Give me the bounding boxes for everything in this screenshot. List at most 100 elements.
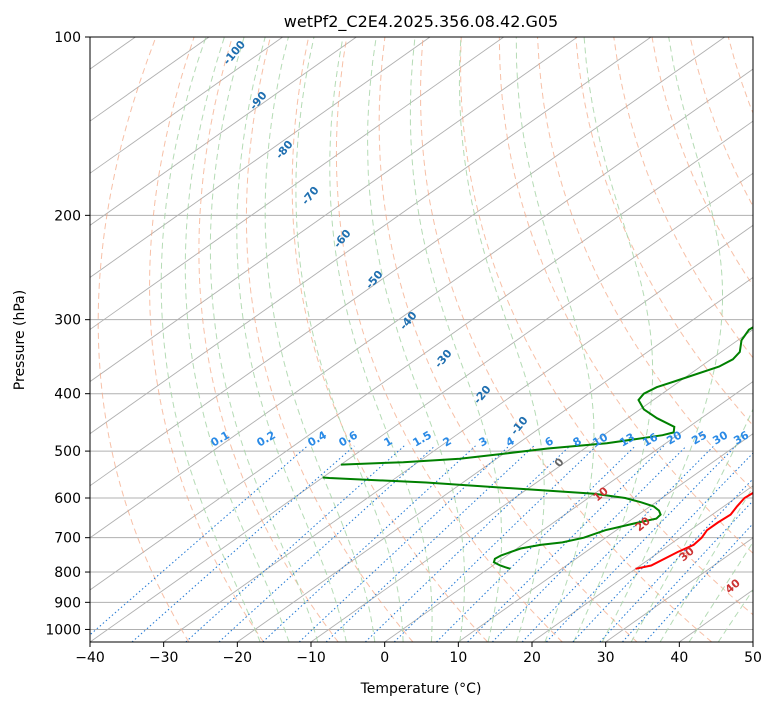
mixing-ratio-line [645,446,775,642]
moist-adiabat-line [602,37,722,642]
dry-adiabat-line [576,37,775,642]
mixing-ratio-line [365,446,570,642]
mixing-ratio-label: 30 [710,428,730,447]
mixing-ratio-line [492,446,686,642]
dry-adiabat-line [421,37,712,642]
mixing-ratio-line [263,446,476,642]
isotherm-line [753,37,775,642]
y-tick-label: 1000 [45,622,81,638]
mixing-ratio-line [82,446,308,642]
mixing-ratio-line [622,446,775,642]
moist-adiabat-label: -90 [247,89,270,113]
mixing-ratio-label: 0.2 [255,428,278,449]
mixing-ratio-label: 2 [441,434,454,449]
moist-adiabat-label: -30 [432,347,455,371]
mixing-ratio-label: 20 [664,428,684,447]
x-tick-label: 50 [744,650,762,666]
y-tick-label: 900 [54,595,81,611]
y-tick-label: 400 [54,387,81,403]
mixing-ratio-line [326,446,534,642]
isotherm-line [0,37,356,642]
plot-frame [90,37,753,642]
moist-adiabat-label: 0 [552,455,567,469]
x-tick-label: −20 [223,650,253,666]
isotherm-line [0,37,283,642]
dewpoint-profile [323,478,661,569]
mixing-ratio-line [468,446,664,642]
isotherm-line [0,37,62,642]
mixing-ratio-line [299,446,509,642]
moist-adiabat-line [718,37,775,642]
isotherm-line [0,37,209,642]
dry-adiabat-line [246,37,413,642]
temperature-profile [636,37,775,569]
moist-adiabat-line [185,37,289,642]
y-tick-label: 200 [54,208,81,224]
moist-adiabat-label: -70 [299,184,322,208]
y-axis-label: Pressure (hPa) [12,290,28,390]
x-tick-label: −10 [296,650,326,666]
moist-adiabat-line [410,37,501,642]
mixing-ratio-label: 16 [640,430,660,449]
x-tick-label: 30 [597,650,615,666]
x-tick-label: −30 [149,650,179,666]
mixing-ratio-line [132,446,354,642]
mixing-ratio-label: 0.6 [337,428,361,449]
dry-adiabat-line [461,37,775,642]
mixing-ratio-line [600,446,775,642]
dry-adiabat-line [379,37,637,642]
moist-adiabat-label: -50 [363,268,386,292]
moist-adiabat-line [574,37,653,642]
mixing-ratio-line [186,446,404,642]
isotherm-line [0,37,577,642]
background-lines [0,37,775,642]
moist-adiabat-line [265,37,375,642]
mixing-ratio-label: 4 [504,434,517,449]
isotherm-line [0,37,651,642]
x-axis-label: Temperature (°C) [360,681,482,697]
moist-adiabat-label: -60 [331,227,354,251]
mixing-ratio-line [573,446,760,642]
x-tick-label: 10 [449,650,467,666]
moist-adiabat-label: -40 [397,309,420,333]
isotherm-line [311,37,775,642]
dry-adiabat-line [150,37,264,642]
x-tick-label: 0 [380,650,389,666]
dry-adiabat-line [98,37,189,642]
mixing-ratio-line [394,446,596,642]
y-tick-label: 500 [54,444,81,460]
x-tick-label: 40 [670,650,688,666]
dry-adiabat-label: 10 [591,484,611,504]
y-tick-label: 700 [54,531,81,547]
moist-adiabat-line [689,37,775,642]
dry-adiabat-label: 40 [723,576,743,596]
chart-title: wetPf2_C2E4.2025.356.08.42.G05 [284,12,558,32]
dewpoint-profile [341,37,775,465]
isotherm-line [0,37,504,642]
x-tick-label: 20 [523,650,541,666]
y-tick-label: 600 [54,491,81,507]
moist-adiabat-label: -10 [508,414,531,438]
isotherm-line [90,37,775,642]
moist-adiabat-label: -100 [220,38,248,68]
mixing-ratio-label: 25 [689,429,709,448]
dry-adiabat-line [292,37,487,642]
mixing-ratio-label: 1.5 [411,428,434,449]
dry-adiabat-line [728,37,775,642]
x-tick-label: −40 [75,650,105,666]
mixing-ratio-label: 36 [731,428,751,447]
dry-adiabat-line [766,37,775,642]
moist-adiabat-label: -20 [471,383,494,407]
dry-adiabat-line [690,37,775,642]
moist-adiabat-label: -80 [273,138,296,162]
y-tick-label: 300 [54,313,81,329]
mixing-ratio-label: 13 [617,431,637,450]
y-tick-label: 800 [54,565,81,581]
mixing-ratio-label: 0.4 [306,428,330,449]
y-tick-label: 100 [54,30,81,46]
moist-adiabat-line [368,37,465,642]
